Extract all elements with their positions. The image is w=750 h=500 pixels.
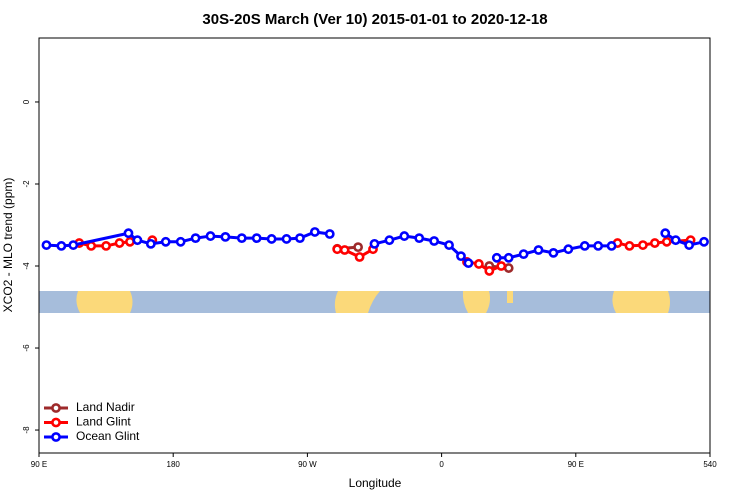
x-tick-label: 540 <box>703 460 717 469</box>
data-point <box>399 231 410 241</box>
data-point <box>491 252 502 263</box>
x-tick-label: 180 <box>167 460 181 469</box>
data-point <box>160 236 171 247</box>
data-point <box>125 236 135 247</box>
data-point <box>266 234 277 244</box>
data-point <box>548 247 559 258</box>
data-point <box>660 228 671 239</box>
data-point <box>114 238 125 248</box>
data-point <box>638 240 648 250</box>
x-tick-label: 90 E <box>31 460 47 469</box>
land-australia <box>76 291 133 313</box>
data-point <box>295 233 305 244</box>
data-point <box>86 241 97 251</box>
series-line <box>664 231 705 247</box>
legend-marker <box>51 417 61 428</box>
land-africa <box>462 291 490 313</box>
data-point <box>661 236 672 247</box>
x-tick-label: 90 E <box>568 460 584 469</box>
data-point <box>649 238 660 248</box>
data-point <box>473 259 484 269</box>
data-point <box>496 261 507 271</box>
data-point <box>369 238 380 249</box>
data-point <box>309 227 320 237</box>
data-point <box>190 233 201 244</box>
legend-marker <box>51 432 61 442</box>
data-point <box>205 231 216 241</box>
data-point <box>339 245 350 255</box>
data-point <box>533 245 544 255</box>
data-point <box>132 235 143 246</box>
data-point <box>384 235 395 246</box>
data-point <box>593 241 604 251</box>
data-point <box>123 228 134 239</box>
y-axis-label: XCO2 - MLO trend (ppm) <box>1 178 15 313</box>
data-point <box>251 233 262 244</box>
data-point <box>699 236 709 247</box>
y-tick-label: -4 <box>22 262 31 270</box>
data-point <box>624 241 635 251</box>
data-point <box>175 236 186 247</box>
data-point <box>429 236 440 246</box>
data-point <box>414 233 425 244</box>
y-tick-label: 0 <box>22 99 31 104</box>
land-australia <box>612 291 670 313</box>
legend-label: Land Nadir <box>76 400 135 414</box>
map-strip <box>39 291 710 313</box>
data-point <box>606 241 617 251</box>
data-point <box>579 241 590 251</box>
land-south-america <box>334 291 380 313</box>
data-point <box>503 263 514 273</box>
legend-label: Land Glint <box>76 415 131 429</box>
legend-marker <box>51 403 61 413</box>
data-point <box>444 240 454 250</box>
data-point <box>518 249 529 260</box>
data-point <box>41 240 52 250</box>
y-tick-label: -2 <box>22 180 31 188</box>
y-tick-label: -8 <box>22 426 31 434</box>
data-point <box>236 233 247 244</box>
data-point <box>684 240 695 250</box>
ocean-band <box>39 291 710 313</box>
data-point <box>324 229 335 239</box>
data-point <box>463 258 474 269</box>
data-point <box>220 231 231 242</box>
data-point <box>670 235 681 246</box>
data-point <box>456 251 466 262</box>
x-axis-label: Longitude <box>349 476 402 490</box>
data-point <box>56 241 67 251</box>
data-point <box>484 266 495 276</box>
data-point <box>354 252 365 262</box>
chart-title: 30S-20S March (Ver 10) 2015-01-01 to 202… <box>202 11 547 28</box>
data-point <box>68 240 79 250</box>
data-point <box>353 242 363 253</box>
legend-label: Ocean Glint <box>76 429 140 443</box>
data-point <box>145 238 156 249</box>
data-point <box>332 244 343 255</box>
data-point <box>281 234 292 244</box>
plot-frame <box>38 37 711 454</box>
data-point <box>563 244 574 255</box>
x-tick-label: 90 W <box>298 460 317 469</box>
x-tick-label: 0 <box>439 460 444 469</box>
data-point <box>101 241 111 251</box>
y-tick-label: -6 <box>22 344 31 352</box>
land-madagascar <box>507 291 513 303</box>
data-point <box>503 252 514 263</box>
